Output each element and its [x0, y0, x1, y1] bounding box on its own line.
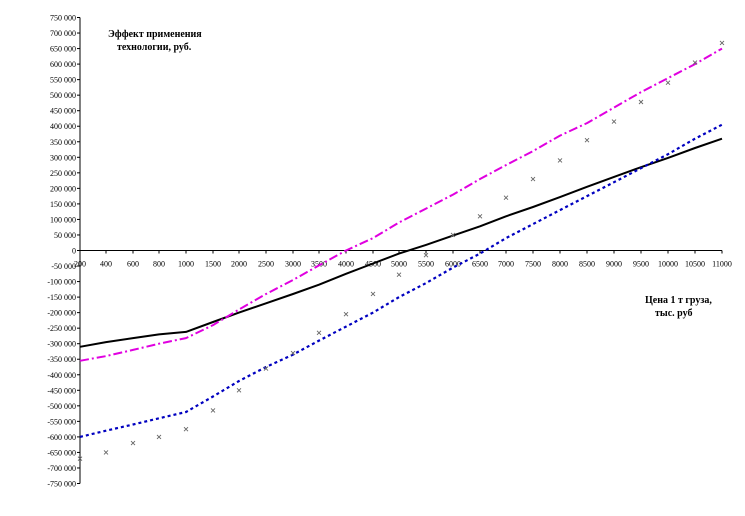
data-point-marker	[156, 434, 162, 440]
data-point-marker	[343, 311, 349, 317]
x-tick-label: 4000	[338, 260, 354, 269]
y-tick-label: -550 000	[47, 417, 76, 426]
data-point-marker	[316, 330, 322, 336]
y-tick-label: -650 000	[47, 448, 76, 457]
series-line-dash-dot	[79, 47, 723, 362]
y-tick-label: -350 000	[47, 355, 76, 364]
x-tick-label: 5500	[418, 260, 434, 269]
x-axis-title-line-1: Цена 1 т груза,	[645, 295, 712, 306]
x-tick-label: 8000	[552, 260, 568, 269]
data-point-marker	[130, 440, 136, 446]
y-axis-title-line-1: Эффект применения	[108, 29, 202, 40]
data-point-marker	[236, 387, 242, 393]
y-tick-label: 600 000	[50, 60, 76, 69]
x-tick-label: 10000	[658, 260, 678, 269]
data-point-marker	[103, 450, 109, 455]
data-point-marker	[210, 408, 216, 413]
data-point-marker	[665, 80, 671, 86]
data-point-marker	[692, 60, 698, 65]
y-tick-label: 200 000	[50, 184, 76, 193]
data-point-marker	[370, 291, 376, 297]
series-line-dotted	[79, 123, 723, 438]
x-tick-label: 400	[100, 260, 112, 269]
x-tick-label: 8500	[579, 260, 595, 269]
data-point-marker	[263, 366, 269, 371]
y-tick-label: -700 000	[47, 464, 76, 473]
y-tick-label: 300 000	[50, 153, 76, 162]
x-tick-label: 800	[153, 260, 165, 269]
x-tick-label: 1000	[178, 260, 194, 269]
x-tick-label: 3500	[311, 260, 327, 269]
x-tick-label: 9500	[633, 260, 649, 269]
x-axis-title-line-2: тыс. руб	[655, 308, 692, 319]
series-markers	[77, 40, 725, 461]
y-tick-label: 50 000	[54, 231, 76, 240]
x-tick-label: 10500	[685, 260, 705, 269]
y-tick-label: -100 000	[47, 278, 76, 287]
y-tick-label: -450 000	[47, 386, 76, 395]
y-tick-label: 450 000	[50, 107, 76, 116]
y-tick-label: 150 000	[50, 200, 76, 209]
y-tick-label: -600 000	[47, 433, 76, 442]
x-tick-label: 11000	[712, 260, 732, 269]
x-tick-label: 200	[74, 260, 86, 269]
y-tick-label: 250 000	[50, 169, 76, 178]
y-tick-label: -750 000	[47, 480, 76, 489]
data-point-marker	[503, 195, 509, 201]
data-point-marker	[290, 350, 296, 356]
data-point-marker	[557, 158, 563, 163]
x-axis: 200 400 600 800 1000 1500 2000 2500 3000 3500 4000…	[74, 250, 732, 269]
x-tick-label: 600	[127, 260, 139, 269]
x-tick-label: 7500	[525, 260, 541, 269]
y-tick-label: -150 000	[47, 293, 76, 302]
y-tick-label: -500 000	[47, 402, 76, 411]
data-point-marker	[423, 252, 429, 258]
x-tick-label: 2500	[258, 260, 274, 269]
data-point-marker	[530, 176, 536, 182]
y-tick-label: -250 000	[47, 324, 76, 333]
y-tick-label: 700 000	[50, 29, 76, 38]
y-axis-title-line-2: технологии, руб.	[117, 42, 192, 53]
data-point-marker	[183, 426, 189, 432]
x-tick-label: 6500	[472, 260, 488, 269]
y-tick-label: -400 000	[47, 371, 76, 380]
y-tick-label: 350 000	[50, 138, 76, 147]
y-tick-label: 650 000	[50, 45, 76, 54]
y-tick-label: 100 000	[50, 215, 76, 224]
plot-area	[77, 40, 725, 461]
y-tick-label: 500 000	[50, 91, 76, 100]
data-point-marker	[77, 456, 83, 461]
x-tick-label: 1500	[205, 260, 221, 269]
data-point-marker	[396, 272, 402, 278]
y-tick-label: -50 000	[51, 262, 76, 271]
data-point-marker	[638, 99, 644, 105]
y-tick-label: 550 000	[50, 76, 76, 85]
x-tick-label: 3000	[285, 260, 301, 269]
y-tick-label: -200 000	[47, 309, 76, 318]
x-tick-label: 7000	[498, 260, 514, 269]
data-point-marker	[719, 40, 725, 46]
data-point-marker	[477, 214, 483, 219]
data-point-marker	[584, 137, 590, 143]
data-point-marker	[450, 232, 456, 238]
y-tick-label: 750 000	[50, 14, 76, 23]
y-axis: 750 000 700 000 650 000 600 000 550 000 500 0…	[47, 14, 81, 489]
data-point-marker	[611, 119, 617, 124]
x-tick-label: 6000	[445, 260, 461, 269]
y-tick-label: 0	[72, 247, 76, 256]
y-tick-label: 400 000	[50, 122, 76, 131]
y-tick-label: -300 000	[47, 340, 76, 349]
series-line-solid	[79, 137, 723, 348]
x-tick-label: 9000	[606, 260, 622, 269]
x-tick-label: 5000	[391, 260, 407, 269]
x-tick-label: 2000	[231, 260, 247, 269]
